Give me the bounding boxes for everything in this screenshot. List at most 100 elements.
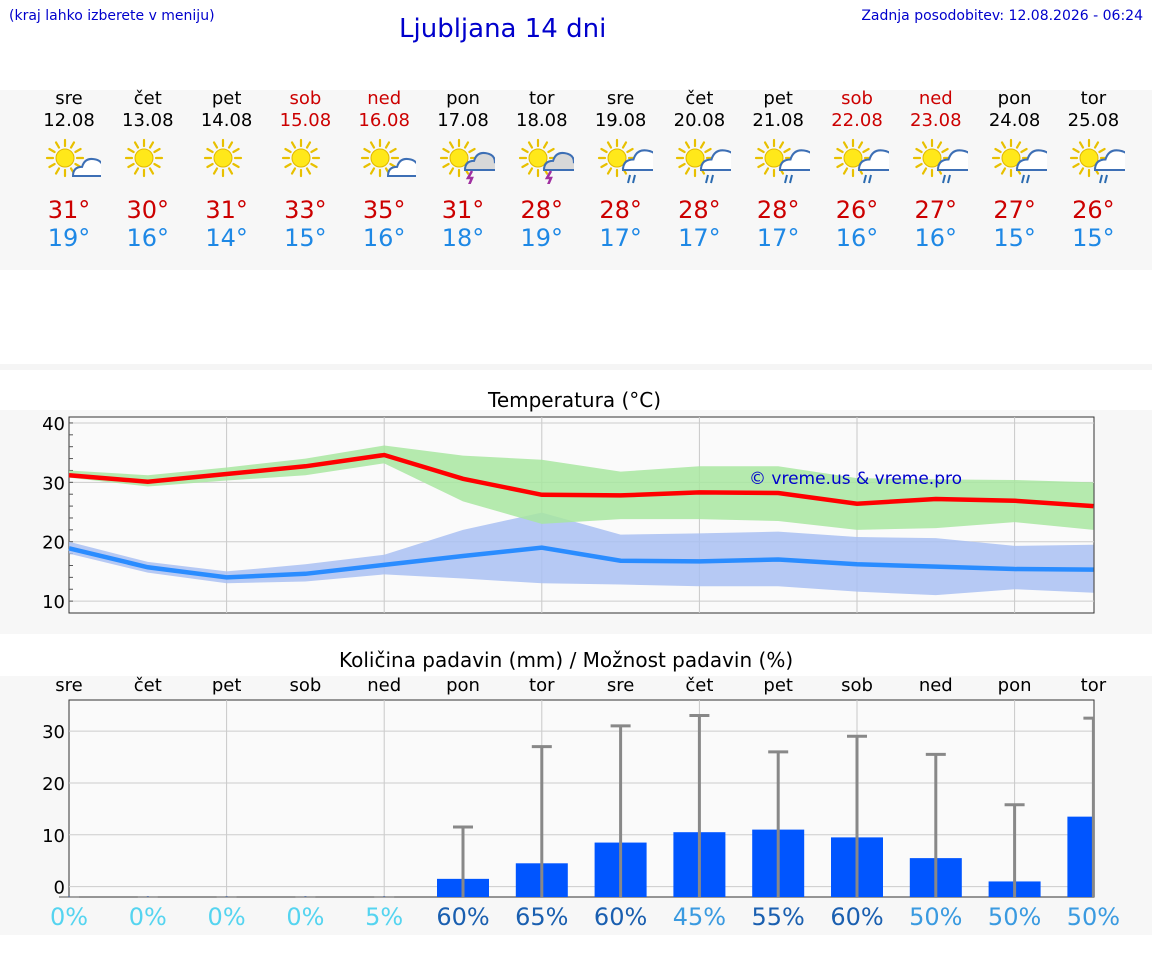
day-3: sob 15.08 — [265, 88, 345, 132]
temp-min: 15° — [993, 224, 1036, 252]
day-12: pon 24.08 — [975, 88, 1055, 132]
temp-ytick: 20 — [42, 533, 65, 554]
cloud-shape — [621, 149, 653, 171]
temp-max: 35° — [362, 196, 406, 224]
day-date: 20.08 — [673, 110, 726, 131]
day-date: 21.08 — [752, 110, 804, 131]
precip-ytick: 0 — [54, 878, 65, 899]
day-name: pet — [211, 88, 242, 109]
precip-ytick: 10 — [42, 826, 65, 847]
cloud-shape — [779, 149, 811, 171]
sun-rain-icon — [912, 138, 968, 184]
precip-probability: 0% — [49, 903, 89, 931]
cloud-shape — [387, 157, 417, 177]
precip-probability: 45% — [672, 903, 727, 931]
sun-storm-icon — [518, 138, 574, 184]
last-updated-label: Zadnja posodobitev: — [861, 8, 1005, 24]
sun-icon — [124, 138, 163, 178]
day-name: pet — [763, 88, 793, 109]
day-date: 13.08 — [122, 110, 174, 131]
temp-min: 19° — [47, 224, 91, 252]
precipitation-chart-title: Količina padavin (mm) / Možnost padavin … — [339, 648, 794, 672]
day-date: 14.08 — [200, 110, 253, 131]
day-9: pet 21.08 — [738, 88, 818, 132]
precip-day-label: pon — [997, 675, 1032, 696]
day-date: 24.08 — [988, 110, 1041, 131]
tmax-line — [68, 452, 1094, 509]
precip-ytick: 30 — [42, 722, 65, 743]
sun-rain-icon — [676, 138, 732, 184]
temp-min: 17° — [756, 224, 800, 252]
precip-day-label: pet — [211, 675, 242, 696]
temp-max: 28° — [756, 196, 800, 224]
temp-ytick: 30 — [42, 473, 65, 494]
separator — [0, 364, 1152, 370]
day-name: čet — [133, 88, 162, 109]
last-updated-value: 12.08.2026 - 06:24 — [1008, 8, 1143, 24]
watermark: © vreme.us & vreme.pro — [749, 469, 962, 489]
precip-probability: 60% — [830, 903, 884, 931]
temp-max: 31° — [205, 196, 248, 224]
day-8: čet 20.08 — [659, 88, 739, 132]
day-date: 15.08 — [279, 110, 332, 131]
sun-icon — [203, 138, 242, 178]
precip-ytick: 20 — [42, 774, 65, 795]
temp-max: 28° — [599, 196, 642, 224]
day-0: sre 12.08 — [29, 88, 109, 132]
temp-max: 27° — [914, 196, 958, 224]
day-4: ned 16.08 — [344, 88, 424, 132]
precip-probability: 50% — [909, 903, 963, 931]
sun-shape — [124, 138, 163, 178]
precip-day-label: sob — [841, 675, 873, 696]
temp-min: 16° — [126, 224, 170, 252]
precip-probability: 60% — [593, 903, 648, 931]
temp-min: 18° — [441, 224, 485, 252]
precip-day-label: pet — [763, 675, 793, 696]
day-name: pon — [446, 88, 480, 109]
precip-day-label: sob — [289, 675, 322, 696]
day-2: pet 14.08 — [187, 88, 267, 132]
cloud-shape — [1094, 149, 1126, 171]
page-title: Ljubljana 14 dni — [399, 14, 607, 44]
day-name: ned — [918, 88, 953, 109]
temp-max: 31° — [441, 196, 485, 224]
precip-probability: 5% — [365, 903, 404, 931]
precip-probability: 0% — [286, 903, 325, 931]
temp-min: 19° — [520, 224, 564, 252]
precip-day-label: tor — [529, 675, 555, 696]
precip-day-label: ned — [918, 675, 953, 696]
temp-min: 17° — [599, 224, 642, 252]
cloud-shape — [700, 149, 732, 171]
day-date: 23.08 — [910, 110, 962, 131]
temp-min: 16° — [362, 224, 406, 252]
day-name: sob — [289, 88, 322, 109]
day-name: ned — [367, 88, 402, 109]
precip-probability: 55% — [751, 903, 805, 931]
sun-icon — [282, 138, 321, 178]
precip-day-label: tor — [1080, 675, 1107, 696]
sun-rain-icon — [991, 138, 1047, 184]
sun-shape — [282, 138, 321, 178]
sun-rain-icon — [833, 138, 889, 184]
day-date: 16.08 — [358, 110, 410, 131]
day-name: sob — [841, 88, 873, 109]
temp-min: 15° — [1072, 224, 1115, 252]
tmax-band — [69, 445, 1094, 530]
day-date: 19.08 — [594, 110, 647, 131]
precip-day-label: sre — [55, 675, 83, 696]
last-updated: Zadnja posodobitev: 12.08.2026 - 06:24 — [861, 8, 1143, 24]
day-date: 22.08 — [831, 110, 883, 131]
day-7: sre 19.08 — [581, 88, 661, 132]
precip-probability: 60% — [436, 903, 490, 931]
cloud-shape — [857, 149, 889, 171]
precip-bar — [1067, 816, 1094, 897]
temp-max: 31° — [47, 196, 91, 224]
precip-day-label: pon — [446, 675, 480, 696]
cloud-shape — [542, 151, 574, 171]
day-name: sre — [55, 88, 83, 109]
temp-max: 26° — [1072, 196, 1115, 224]
precip-day-label: sre — [606, 675, 635, 696]
forecast-panel: sre 12.08 31° 19° čet 13.08 30° 16° pet 14.08 31° 1… — [0, 88, 1152, 270]
precip-probability: 0% — [207, 903, 246, 931]
